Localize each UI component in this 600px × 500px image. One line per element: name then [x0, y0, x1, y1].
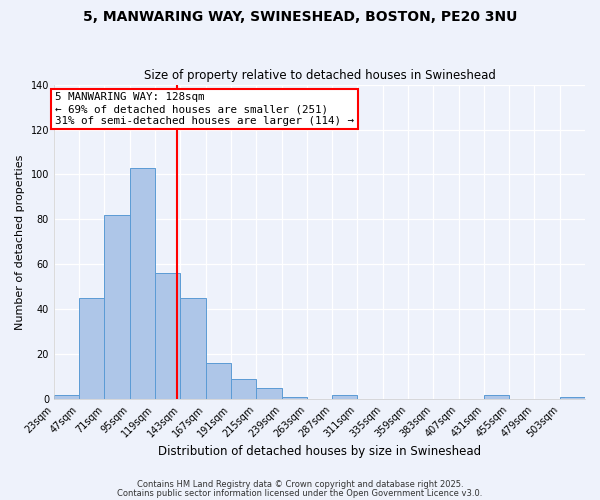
X-axis label: Distribution of detached houses by size in Swineshead: Distribution of detached houses by size … — [158, 444, 481, 458]
Bar — [130, 168, 155, 399]
Text: Contains HM Land Registry data © Crown copyright and database right 2025.: Contains HM Land Registry data © Crown c… — [137, 480, 463, 489]
Bar — [281, 397, 307, 399]
Bar — [155, 274, 181, 399]
Title: Size of property relative to detached houses in Swineshead: Size of property relative to detached ho… — [143, 69, 496, 82]
Bar — [560, 397, 585, 399]
Bar — [484, 394, 509, 399]
Bar — [206, 363, 231, 399]
Bar — [181, 298, 206, 399]
Bar — [231, 379, 256, 399]
Bar — [54, 394, 79, 399]
Y-axis label: Number of detached properties: Number of detached properties — [15, 154, 25, 330]
Bar — [332, 394, 358, 399]
Bar — [104, 215, 130, 399]
Bar — [79, 298, 104, 399]
Bar — [256, 388, 281, 399]
Text: 5 MANWARING WAY: 128sqm
← 69% of detached houses are smaller (251)
31% of semi-d: 5 MANWARING WAY: 128sqm ← 69% of detache… — [55, 92, 354, 126]
Text: Contains public sector information licensed under the Open Government Licence v3: Contains public sector information licen… — [118, 488, 482, 498]
Text: 5, MANWARING WAY, SWINESHEAD, BOSTON, PE20 3NU: 5, MANWARING WAY, SWINESHEAD, BOSTON, PE… — [83, 10, 517, 24]
